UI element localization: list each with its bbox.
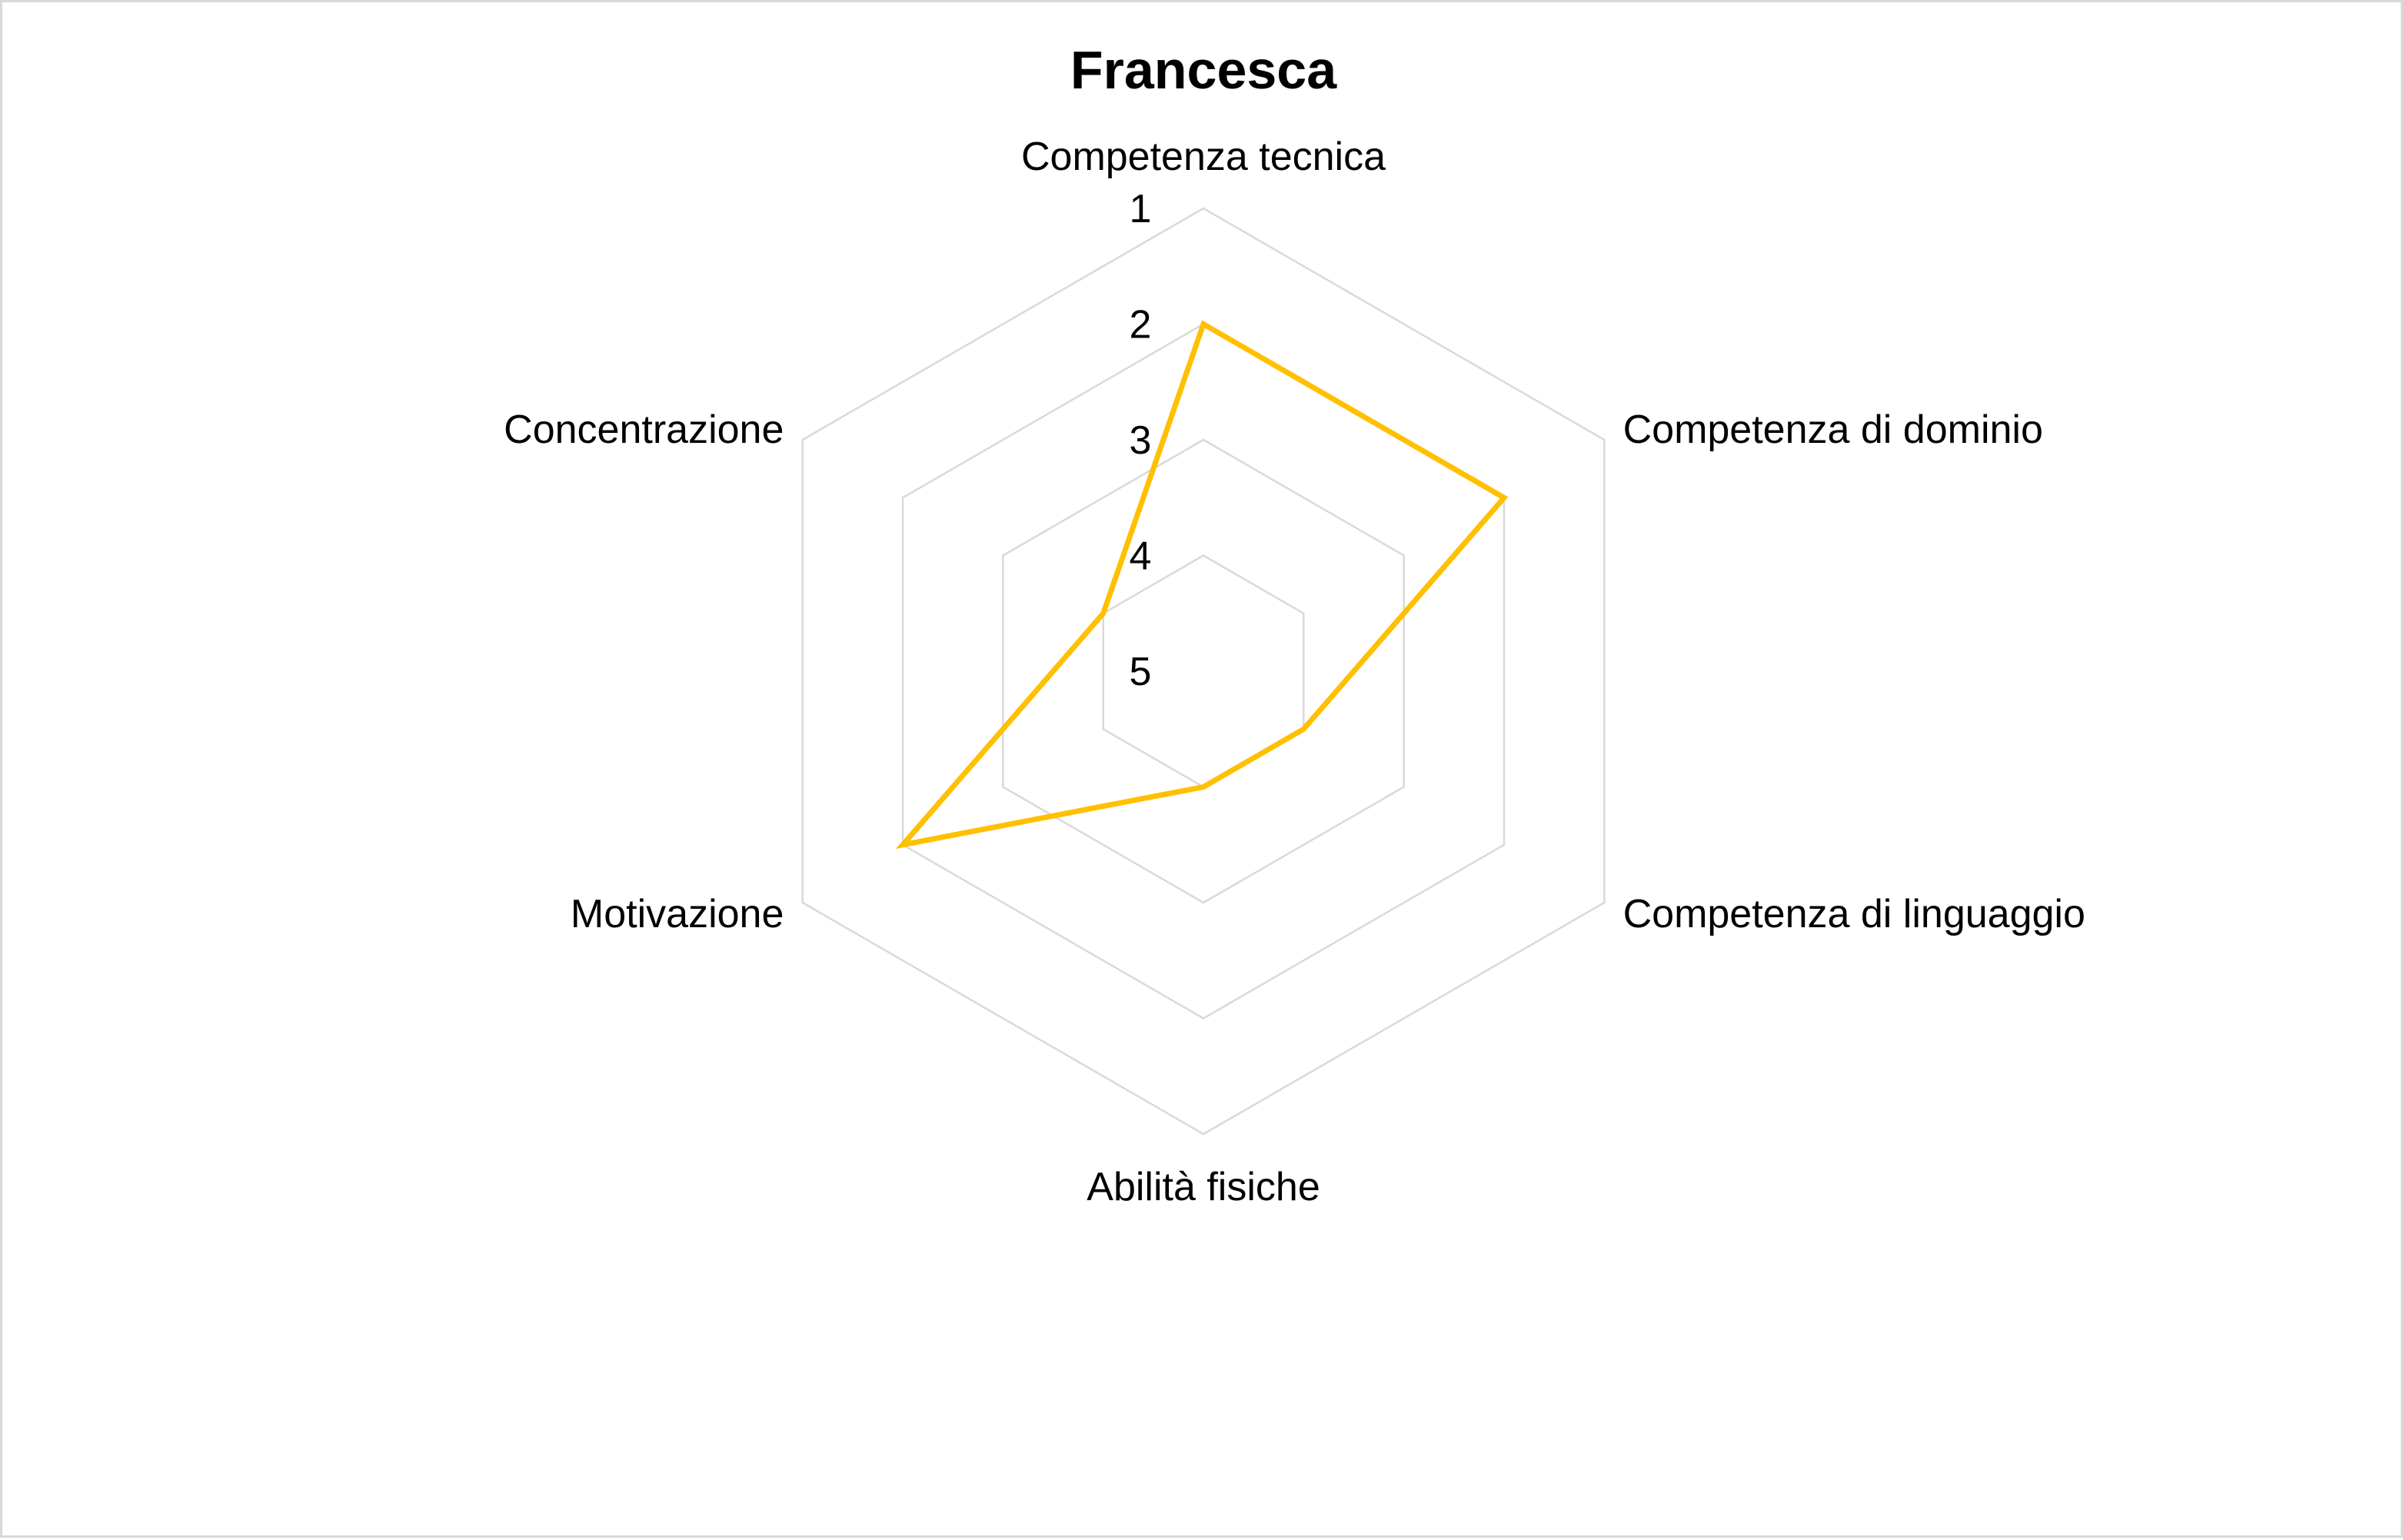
grid-ring — [801, 207, 1606, 1136]
axis-label: Competenza tecnica — [1021, 135, 1386, 179]
radial-tick-label: 1 — [1130, 187, 1152, 231]
axis-labels: Competenza tecnica Competenza di dominio C… — [504, 135, 2085, 1209]
radial-tick-label: 2 — [1130, 303, 1152, 348]
axis-label: Abilità fisiche — [1087, 1165, 1320, 1209]
axis-label: Competenza di linguaggio — [1623, 892, 2085, 936]
axis-label: Motivazione — [571, 892, 784, 936]
chart-title: Francesca — [1070, 40, 1337, 100]
grid-ring — [1002, 438, 1405, 904]
radial-tick-label: 4 — [1130, 534, 1152, 579]
radial-tick-labels: 1 2 3 4 5 — [1130, 187, 1152, 694]
grid-ring — [901, 323, 1506, 1019]
radial-tick-label: 3 — [1130, 418, 1152, 463]
radar-grid — [801, 207, 1606, 1136]
series-layer — [895, 320, 1509, 850]
radial-tick-label: 5 — [1130, 650, 1152, 694]
axis-label: Concentrazione — [504, 407, 784, 452]
series-line — [895, 320, 1509, 850]
axis-label: Competenza di dominio — [1623, 407, 2043, 452]
